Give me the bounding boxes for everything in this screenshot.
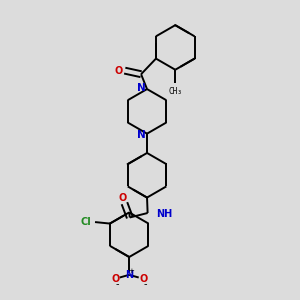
Text: Cl: Cl [81, 217, 92, 227]
Text: NH: NH [156, 209, 172, 220]
Text: O: O [114, 66, 122, 76]
Text: CH₃: CH₃ [168, 87, 182, 96]
Text: N: N [137, 130, 146, 140]
Text: O: O [139, 274, 147, 284]
Text: N: N [137, 83, 146, 93]
Text: +: + [129, 268, 134, 274]
Text: N: N [125, 270, 133, 280]
Text: O: O [119, 193, 127, 203]
Text: -: - [143, 279, 147, 289]
Text: -: - [116, 279, 119, 289]
Text: O: O [111, 274, 119, 284]
